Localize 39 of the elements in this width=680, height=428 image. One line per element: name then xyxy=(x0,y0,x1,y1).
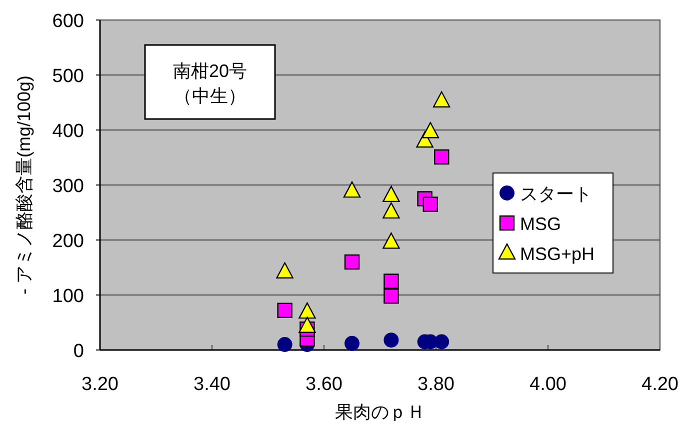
point xyxy=(298,302,316,319)
y-tick-label: 400 xyxy=(52,121,84,142)
point xyxy=(422,122,439,138)
point xyxy=(277,302,292,318)
point xyxy=(384,332,399,348)
point xyxy=(344,254,360,270)
point xyxy=(384,288,399,304)
point xyxy=(433,91,450,108)
point xyxy=(298,316,316,333)
legend-label: MSG xyxy=(520,214,562,234)
y-tick-label: 600 xyxy=(52,11,84,32)
x-tick-label: 4.00 xyxy=(530,374,566,395)
y-axis-title: - アミノ酪酸含量(mg/100g) xyxy=(14,75,34,295)
y-tick-label: 100 xyxy=(52,286,84,307)
point xyxy=(382,232,400,249)
annotation: 南柑20号 xyxy=(172,61,248,81)
y-tick-label: 200 xyxy=(52,231,84,252)
x-axis-title: 果肉のｐＨ xyxy=(335,402,425,422)
x-tick-label: 3.60 xyxy=(306,374,342,395)
y-tick-label: 0 xyxy=(73,341,84,362)
legend-label: MSG+pH xyxy=(520,244,595,264)
point xyxy=(277,337,292,352)
annotation: （中生） xyxy=(174,86,246,106)
point xyxy=(384,274,399,289)
point xyxy=(276,262,294,278)
point xyxy=(382,202,400,219)
point xyxy=(434,334,450,350)
point xyxy=(422,196,438,212)
y-tick-label: 500 xyxy=(52,66,84,87)
point xyxy=(382,186,400,202)
legend-label: スタート xyxy=(520,184,592,204)
x-tick-label: 3.40 xyxy=(194,374,230,395)
x-tick-label: 3.20 xyxy=(82,374,118,395)
x-tick-label: 4.20 xyxy=(642,374,678,395)
point xyxy=(343,181,361,198)
x-tick-label: 3.80 xyxy=(418,374,454,395)
point xyxy=(344,336,360,351)
y-tick-label: 300 xyxy=(52,176,84,197)
point xyxy=(434,149,450,165)
